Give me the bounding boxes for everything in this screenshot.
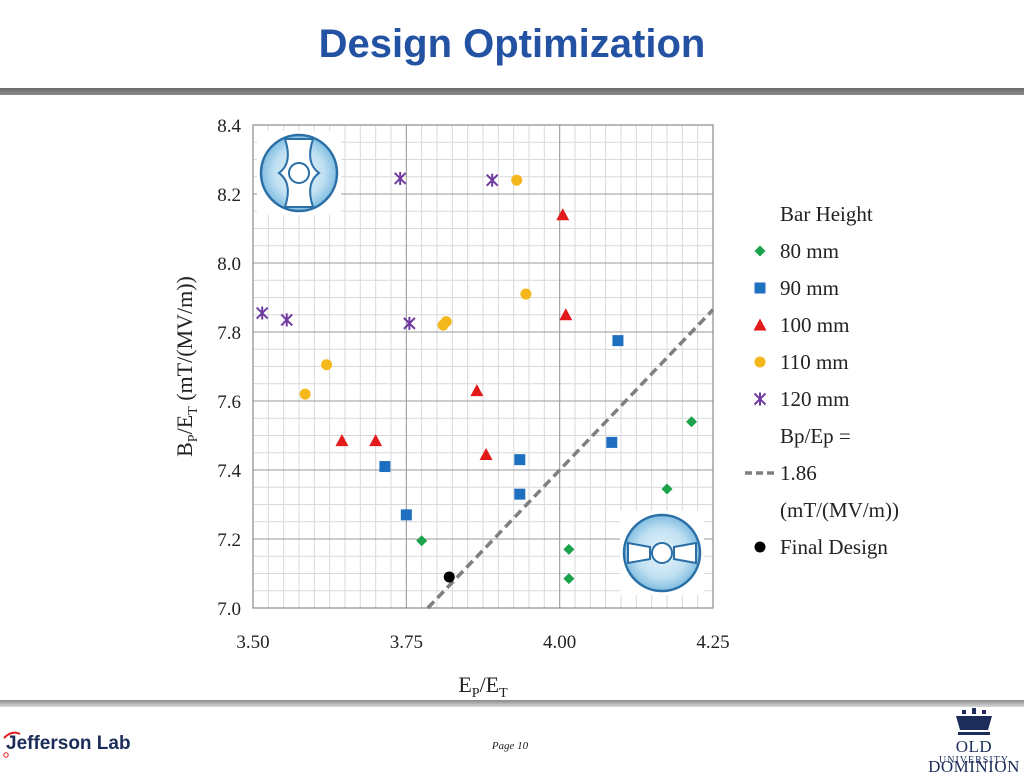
x-axis-label: EP/ET xyxy=(458,672,508,701)
legend-marker xyxy=(754,282,766,294)
data-point-100-mm xyxy=(369,434,383,447)
legend-marker xyxy=(754,356,766,368)
data-point-100-mm xyxy=(470,384,484,397)
legend-ref-label-2: 1.86 xyxy=(780,461,817,485)
y-tick-label: 7.2 xyxy=(217,530,241,551)
data-point-110-mm xyxy=(511,174,523,186)
x-tick-label: 3.50 xyxy=(236,632,269,653)
data-points-layer xyxy=(255,171,698,585)
data-point-80-mm xyxy=(563,573,575,585)
data-point-final-design xyxy=(443,571,455,583)
data-point-120-mm xyxy=(255,306,269,320)
data-point-100-mm xyxy=(335,434,349,447)
data-point-90-mm xyxy=(612,335,624,347)
data-point-110-mm xyxy=(440,316,452,328)
data-point-90-mm xyxy=(514,454,526,466)
legend-ref-label-1: Bp/Ep = xyxy=(780,424,851,448)
y-tick-label: 7.8 xyxy=(217,323,241,344)
odu-logo-university: UNIVERSITY xyxy=(939,755,1009,766)
page-number: Page 10 xyxy=(491,740,529,752)
title-divider xyxy=(0,88,1024,95)
data-point-120-mm xyxy=(485,173,499,187)
cavity-inset-bottom-right xyxy=(620,511,704,595)
legend: Bar Height 80 mm 90 mm 100 mm 110 mm 120 mm Bp… xyxy=(745,202,899,559)
plot-axes xyxy=(252,124,714,609)
jefferson-lab-logo: Jefferson Lab xyxy=(6,733,131,754)
footer-divider xyxy=(0,700,1024,707)
data-point-100-mm xyxy=(479,447,493,460)
data-point-100-mm xyxy=(556,208,570,221)
y-tick-label: 7.0 xyxy=(217,599,241,620)
data-point-80-mm xyxy=(661,483,673,495)
data-point-90-mm xyxy=(379,461,391,473)
odu-crown-icon xyxy=(956,708,992,735)
y-tick-label: 7.4 xyxy=(217,461,241,482)
legend-marker xyxy=(754,245,766,257)
data-point-80-mm xyxy=(416,535,428,547)
cavity-bar-right xyxy=(673,541,697,565)
slide-title: Design Optimization xyxy=(318,22,706,66)
legend-label: 100 mm xyxy=(780,313,849,337)
cavity-inset-top-left xyxy=(257,131,341,215)
jefferson-lab-swoosh-icon xyxy=(3,731,21,758)
legend-label-final: Final Design xyxy=(780,535,888,559)
legend-label: 110 mm xyxy=(780,350,849,374)
y-tick-label: 7.6 xyxy=(217,392,241,413)
y-tick-label: 8.0 xyxy=(217,254,241,275)
y-tick-label: 8.2 xyxy=(217,185,241,206)
legend-marker xyxy=(753,392,767,406)
data-point-110-mm xyxy=(520,288,532,300)
data-point-100-mm xyxy=(559,308,573,321)
x-tick-label: 3.75 xyxy=(390,632,423,653)
cavity-beam-hole xyxy=(288,162,310,184)
axis-labels: 7.0 7.2 7.4 7.6 7.8 8.0 8.2 8.4 3.50 3.75 4.00 4.25… xyxy=(172,116,730,701)
legend-label: 90 mm xyxy=(780,276,839,300)
data-point-120-mm xyxy=(280,313,293,327)
data-point-110-mm xyxy=(299,388,311,400)
legend-marker xyxy=(753,318,767,331)
data-point-90-mm xyxy=(400,509,412,521)
data-point-90-mm xyxy=(606,436,618,448)
data-point-110-mm xyxy=(321,359,333,371)
bp-ep-reference-line xyxy=(426,308,715,610)
y-axis-label: BP/ET (mT/(MV/m)) xyxy=(172,276,201,457)
data-point-80-mm xyxy=(686,416,698,428)
data-point-120-mm xyxy=(393,171,407,185)
cavity-bar-left xyxy=(627,541,651,565)
plot-frame xyxy=(252,124,714,609)
legend-title: Bar Height xyxy=(780,202,873,226)
legend-marker-final xyxy=(754,541,766,553)
legend-label: 80 mm xyxy=(780,239,839,263)
x-tick-label: 4.00 xyxy=(543,632,576,653)
data-point-80-mm xyxy=(563,543,575,555)
data-point-120-mm xyxy=(403,316,416,330)
x-tick-label: 4.25 xyxy=(696,632,729,653)
reference-line-layer xyxy=(426,308,715,610)
inset-layer xyxy=(257,131,704,595)
legend-label: 120 mm xyxy=(780,387,849,411)
data-point-90-mm xyxy=(514,488,526,500)
cavity-beam-hole xyxy=(651,542,673,564)
legend-ref-label-3: (mT/(MV/m)) xyxy=(780,498,899,522)
y-tick-label: 8.4 xyxy=(217,116,241,137)
